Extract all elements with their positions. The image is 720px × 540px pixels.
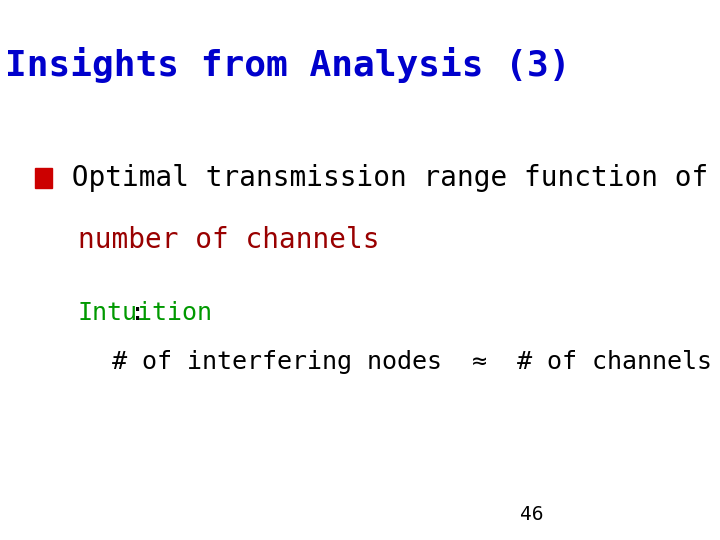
Bar: [35, 168, 52, 188]
Text: :: :: [130, 301, 145, 325]
Text: Optimal transmission range function of: Optimal transmission range function of: [55, 164, 708, 192]
Text: 46: 46: [521, 505, 544, 524]
Text: # of interfering nodes  ≈  # of channels: # of interfering nodes ≈ # of channels: [112, 350, 711, 374]
Text: ECE Illinois: ECE Illinois: [608, 30, 668, 40]
Text: Insights from Analysis (3): Insights from Analysis (3): [5, 47, 571, 83]
Text: number of channels: number of channels: [78, 226, 379, 254]
Text: Intuition: Intuition: [78, 301, 212, 325]
